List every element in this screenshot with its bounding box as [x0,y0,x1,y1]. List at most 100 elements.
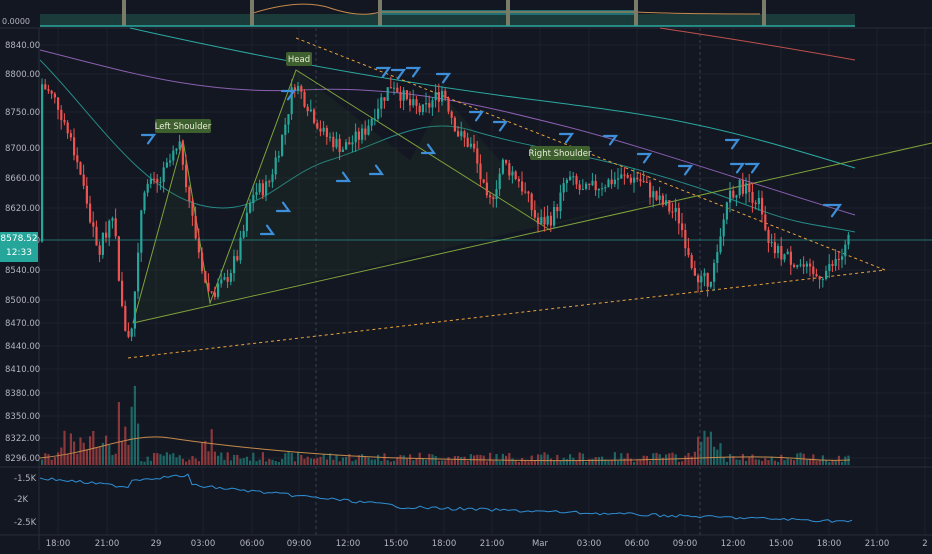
volume-bar [642,455,645,465]
sell-arrow-icon-shape [558,132,575,144]
candle-body [412,99,415,106]
candle-body [50,90,53,94]
sell-arrow-icon-shape [405,66,422,78]
volume-bar [793,460,796,465]
candle-body [793,264,796,267]
volume-bar [649,460,652,465]
volume-bar [338,461,341,465]
oscillator-tick-label: -2.5K [14,518,37,528]
volume-bar [626,453,629,465]
volume-bar [485,461,488,465]
volume-bar [770,456,773,465]
price-tick-label: 8380.00 [5,389,40,399]
volume-bar [76,453,79,465]
candle-body [713,263,716,282]
top-pane-marker [762,0,766,26]
sell-arrow-icon-shape [390,68,407,80]
volume-bar [316,457,319,465]
volume-bar [165,452,168,465]
volume-bar [434,456,437,465]
candle-body [297,85,300,91]
volume-bar [82,442,85,465]
candle-body [393,87,396,89]
volume-bar [303,458,306,465]
candle-body [373,118,376,120]
volume-bar [361,454,364,465]
sell-arrow-icon-shape [744,162,761,174]
volume-bar [569,454,572,465]
candle-body [725,202,728,220]
volume-bar [844,456,847,465]
volume-bar [767,460,770,465]
volume-bar [735,459,738,465]
volume-bar [783,460,786,465]
volume-bar [178,455,181,465]
time-tick-label: 21:00 [865,539,890,549]
candle-body [626,175,629,178]
candle-body [684,230,687,249]
buy-arrow-icon-shape [368,164,385,176]
volume-bar [725,461,728,465]
candle-body [841,256,844,260]
candle-body [469,143,472,147]
volume-bar [521,457,524,465]
candle-body [745,183,748,194]
candle-body [341,149,344,152]
candle-body [457,131,460,137]
buy-arrow-icon [259,224,276,236]
volume-bar [322,454,325,465]
candle-body [732,190,735,198]
volume-bar [140,461,143,465]
volume-bar [581,453,584,465]
price-tick-label: 8296.00 [5,454,40,464]
buy-arrow-icon-shape [275,201,292,213]
candle-body [69,133,72,138]
volume-bar [818,460,821,465]
candle-body [313,109,316,123]
volume-bar [633,461,636,465]
volume-bar [300,454,303,465]
candle-body [431,100,434,108]
candle-body [741,179,744,194]
buy-arrow-icon [420,143,437,155]
candles [41,76,850,342]
candle-body [524,191,527,193]
volume-bar [428,453,431,465]
volume-bar [57,452,60,465]
top-pane-marker [122,0,126,26]
volume-bar [661,457,664,465]
candle-body [386,87,389,101]
volume-bar [146,456,149,465]
candle-body [405,90,408,100]
candle-body [361,128,364,140]
candle-body [396,87,399,93]
volume-bar [101,442,104,465]
price-tick-label: 8350.00 [5,412,40,422]
time-tick-label: 15:00 [384,539,409,549]
volume-bar [108,445,111,465]
oscillator-tick-label: -2K [14,495,28,505]
volume-bar [549,458,552,465]
volume-bar [252,452,255,465]
candle-body [220,279,223,284]
candle-body [476,148,479,164]
candle-body [553,207,556,226]
candle-body [207,282,210,292]
volume-bar [50,459,53,465]
buy-arrow-icon-shape [335,171,352,183]
volume-bar [450,460,453,465]
volume-bar [111,455,114,465]
volume-bar [809,458,812,465]
candle-body [671,211,674,213]
candle-body [665,200,668,205]
candle-body [594,180,597,191]
candle-body [159,182,162,184]
sell-arrow-icon [822,203,843,218]
candle-body [63,120,66,123]
candle-body [505,159,508,164]
candle-body [773,242,776,254]
volume-bar [242,458,245,465]
volume-bar [457,455,460,465]
